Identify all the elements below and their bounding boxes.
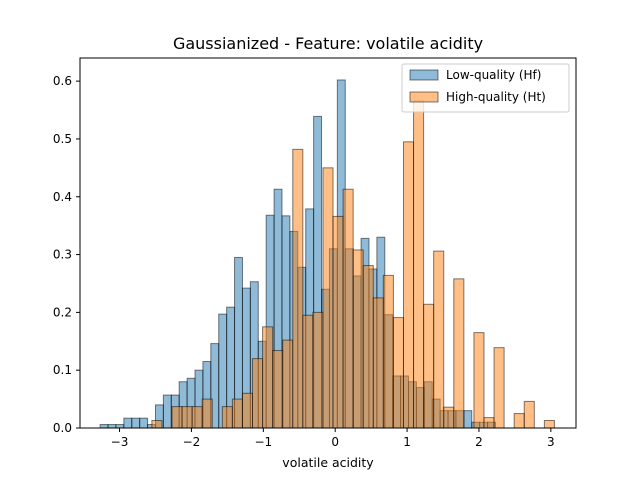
bar-high-quality xyxy=(433,250,445,429)
bar-low-quality xyxy=(99,424,109,429)
bar-high-quality xyxy=(493,347,505,429)
bar-high-quality xyxy=(151,419,163,429)
bar-low-quality xyxy=(162,394,172,429)
bar-high-quality xyxy=(443,406,455,429)
bar-high-quality xyxy=(201,398,213,429)
legend-label-low: Low-quality (Hf) xyxy=(446,68,541,82)
chart-title: Gaussianized - Feature: volatile acidity xyxy=(173,34,483,53)
bar-low-quality xyxy=(463,410,473,429)
bar-high-quality xyxy=(272,350,284,429)
bar-high-quality xyxy=(453,278,465,429)
bar-low-quality xyxy=(115,424,125,429)
bar-high-quality xyxy=(523,400,535,429)
x-tick-label: 1 xyxy=(403,435,411,449)
bar-high-quality xyxy=(352,249,364,429)
bar-high-quality xyxy=(402,141,415,429)
x-tick-label: −1 xyxy=(254,435,272,449)
y-tick-label: 0.4 xyxy=(53,190,72,204)
x-axis-label: volatile acidity xyxy=(282,455,374,470)
bar-high-quality xyxy=(181,406,193,429)
bar-high-quality xyxy=(221,406,233,429)
bar-high-quality xyxy=(231,398,243,429)
y-tick-label: 0.3 xyxy=(53,248,72,262)
bar-high-quality xyxy=(302,314,314,429)
y-tick-label: 0.5 xyxy=(53,132,72,146)
y-axis: 0.0 0.1 0.2 0.3 0.4 0.5 0.6 xyxy=(53,74,80,435)
bar-high-quality xyxy=(543,419,555,429)
bar-high-quality xyxy=(241,392,254,429)
bar-high-quality xyxy=(322,167,334,429)
bar-high-quality xyxy=(252,358,264,429)
bar-high-quality xyxy=(362,265,374,429)
x-tick-label: −2 xyxy=(183,435,201,449)
bar-high-quality xyxy=(372,297,384,429)
plot-frame xyxy=(79,57,577,429)
bar-high-quality xyxy=(262,326,274,429)
bar-low-quality xyxy=(123,417,133,429)
x-tick-label: 2 xyxy=(475,435,483,449)
x-tick-label: −3 xyxy=(111,435,129,449)
bar-low-quality xyxy=(139,417,149,429)
bar-high-quality xyxy=(292,148,304,429)
x-axis: −3 −2 −1 0 1 2 3 xyxy=(111,428,555,449)
bar-high-quality xyxy=(473,332,485,429)
legend-swatch-low xyxy=(409,69,439,81)
bar-high-quality xyxy=(513,413,525,429)
bar-low-quality xyxy=(107,424,117,429)
bar-high-quality xyxy=(413,100,425,429)
legend: Low-quality (Hf) High-quality (Ht) xyxy=(401,63,570,113)
legend-swatch-high xyxy=(409,91,439,103)
y-tick-label: 0.2 xyxy=(53,305,72,319)
bar-high-quality xyxy=(191,406,203,429)
bar-low-quality xyxy=(131,417,141,429)
bar-high-quality xyxy=(282,339,294,429)
bar-high-quality xyxy=(382,274,394,429)
x-tick-label: 0 xyxy=(331,435,339,449)
bar-high-quality xyxy=(171,406,183,429)
bar-high-quality xyxy=(483,417,495,429)
legend-box xyxy=(401,63,570,113)
bar-high-quality xyxy=(392,317,404,429)
y-tick-label: 0.1 xyxy=(53,363,72,377)
x-tick-label: 3 xyxy=(547,435,555,449)
bar-high-quality xyxy=(332,215,344,429)
bar-high-quality xyxy=(342,188,354,429)
bar-high-quality xyxy=(312,311,324,429)
bar-high-quality xyxy=(423,303,435,429)
legend-label-high: High-quality (Ht) xyxy=(446,90,546,104)
y-tick-label: 0.6 xyxy=(53,74,72,88)
y-tick-label: 0.0 xyxy=(53,421,72,435)
